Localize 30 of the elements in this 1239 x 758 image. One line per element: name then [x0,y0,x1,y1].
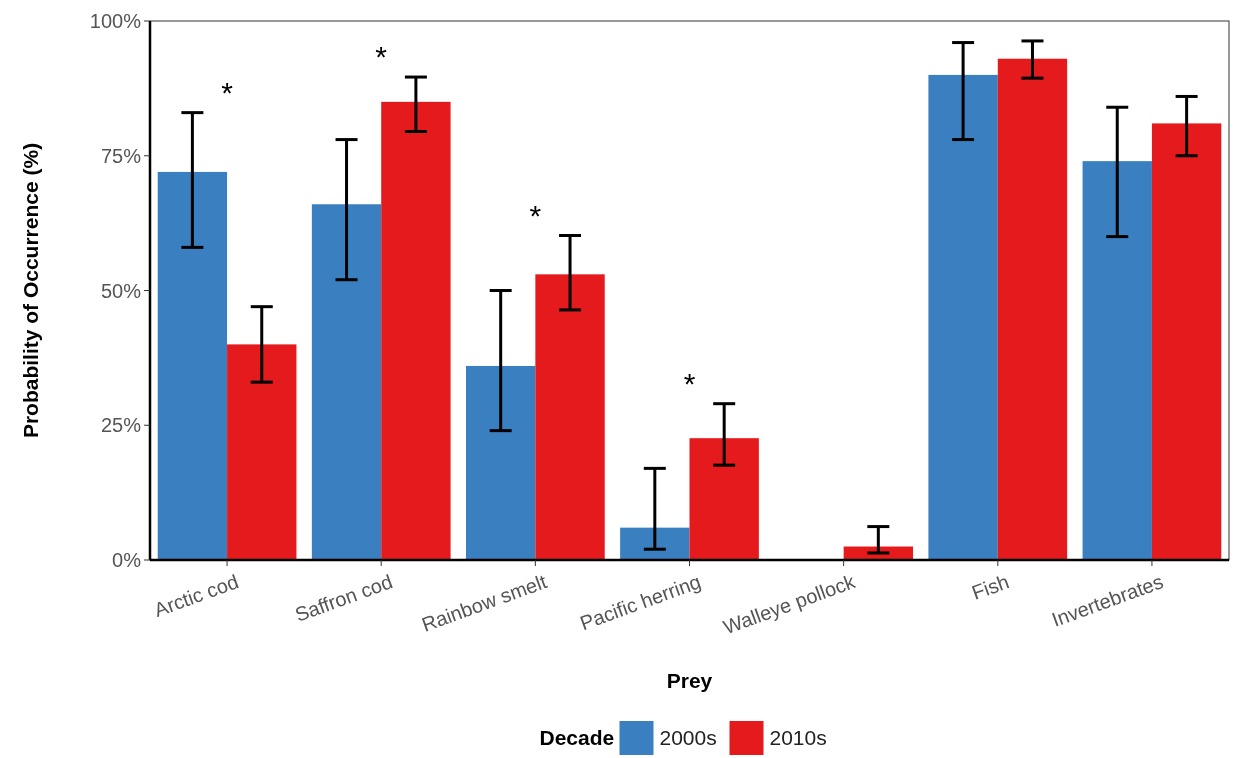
y-tick-label: 100% [89,10,142,32]
bar [689,438,759,560]
y-tick-label: 25% [100,414,142,437]
y-tick-label: 0% [112,549,142,571]
annotation: * [683,366,696,400]
bar [1151,123,1222,560]
bar [535,274,605,560]
annotation: * [221,75,234,109]
y-tick-label: 75% [100,144,142,167]
annotation: * [375,40,388,74]
bar [381,101,451,560]
x-tick-label: Arctic cod [151,570,242,621]
bar [311,204,382,560]
y-tick-label: 50% [100,279,142,302]
bar [997,58,1068,560]
annotation: * [529,198,542,232]
x-tick-label: Fish [968,570,1012,604]
bar [1082,161,1152,560]
legend-label: 2000s [659,726,717,749]
x-tick-label: Saffron cod [292,570,396,626]
y-axis-title: Probability of Occurrence (%) [19,142,42,439]
bar [157,171,228,560]
legend-title: Decade [539,726,615,749]
bar [928,74,998,560]
x-axis-title: Prey [666,669,713,692]
legend-label: 2010s [769,726,827,749]
bar [227,344,297,560]
bar [465,365,536,560]
x-tick-label: Pacific herring [577,570,704,635]
bar [620,527,690,560]
